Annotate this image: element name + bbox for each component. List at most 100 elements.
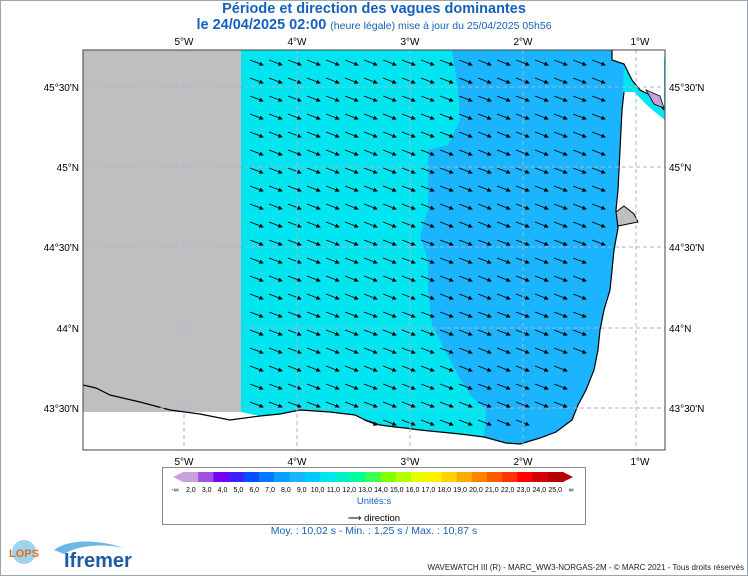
wave-direction-arrow	[363, 167, 378, 174]
wave-direction-arrow	[458, 365, 473, 372]
wave-direction-arrow	[439, 257, 454, 264]
wave-direction-arrow	[287, 347, 302, 354]
wave-direction-arrow	[401, 131, 416, 138]
wave-direction-arrow	[496, 383, 511, 390]
wave-direction-arrow	[420, 203, 435, 210]
sea-period-9-10	[420, 50, 624, 444]
wave-direction-arrow	[401, 419, 416, 426]
wave-direction-arrow	[268, 113, 283, 120]
wave-direction-arrow	[325, 365, 340, 372]
wave-direction-arrow	[458, 293, 473, 300]
ifremer-logo	[54, 541, 124, 554]
wave-direction-arrow	[439, 419, 454, 426]
wave-direction-arrow	[249, 131, 264, 138]
lon-label-bottom: 5°W	[175, 457, 195, 468]
wave-direction-arrow	[477, 203, 492, 210]
wave-direction-arrow	[401, 401, 416, 408]
wave-direction-arrow	[553, 329, 568, 336]
wave-direction-arrow	[363, 113, 378, 120]
legend-tick-label: 6,0	[249, 487, 259, 494]
wave-direction-arrow	[572, 221, 587, 228]
wave-direction-arrow	[287, 383, 302, 390]
legend-tick-label: 24,0	[533, 487, 547, 494]
wave-direction-arrow	[420, 221, 435, 228]
wave-direction-arrow	[477, 365, 492, 372]
wave-direction-arrow	[325, 347, 340, 354]
legend-color-step	[547, 472, 564, 482]
wave-direction-arrow	[382, 275, 397, 282]
wave-direction-arrow	[572, 329, 587, 336]
wave-direction-arrow	[363, 59, 378, 66]
wave-direction-arrow	[496, 131, 511, 138]
wave-direction-arrow	[496, 401, 511, 408]
wave-direction-arrow	[344, 311, 359, 318]
wave-direction-arrow	[401, 293, 416, 300]
legend-tick-label: 17,0	[422, 487, 436, 494]
wave-direction-arrow	[420, 113, 435, 120]
wave-direction-arrow	[534, 185, 549, 192]
wave-direction-arrow	[382, 221, 397, 228]
wave-direction-arrow	[249, 185, 264, 192]
wave-direction-arrow	[534, 347, 549, 354]
wave-direction-arrow	[325, 77, 340, 84]
legend-tick-label: 8,0	[281, 487, 291, 494]
period-stats: Moy. : 10,02 s - Min. : 1,25 s / Max. : …	[270, 525, 478, 537]
wave-direction-arrow	[534, 329, 549, 336]
wave-direction-arrow	[344, 365, 359, 372]
wave-direction-arrow	[553, 149, 568, 156]
wave-direction-arrow	[439, 95, 454, 102]
wave-direction-arrow	[477, 221, 492, 228]
wave-direction-arrow	[382, 365, 397, 372]
wave-direction-arrow	[477, 95, 492, 102]
wave-direction-arrow	[382, 257, 397, 264]
wave-direction-arrow	[325, 59, 340, 66]
wave-direction-arrow	[439, 131, 454, 138]
wave-direction-arrow	[363, 401, 378, 408]
wave-direction-arrow	[249, 311, 264, 318]
wave-direction-arrow	[477, 329, 492, 336]
legend-tick-label: 9,0	[297, 487, 307, 494]
wave-direction-arrow	[534, 77, 549, 84]
wave-direction-arrow	[553, 257, 568, 264]
legend-color-step	[319, 472, 336, 482]
wave-direction-arrow	[458, 185, 473, 192]
wave-direction-arrow	[439, 347, 454, 354]
wave-direction-arrow	[477, 311, 492, 318]
wave-direction-arrow	[515, 275, 530, 282]
wave-direction-arrow	[325, 311, 340, 318]
wave-direction-arrow	[344, 275, 359, 282]
wave-direction-arrow	[325, 95, 340, 102]
wave-direction-arrow	[382, 113, 397, 120]
arrow-icon: ⟶	[347, 513, 362, 524]
wave-direction-arrow	[401, 275, 416, 282]
wave-direction-arrow	[268, 275, 283, 282]
wave-direction-arrow	[344, 59, 359, 66]
wave-direction-arrow	[401, 365, 416, 372]
wave-direction-arrow	[477, 113, 492, 120]
legend-tick-label: 22,0	[501, 487, 515, 494]
wave-direction-arrow	[477, 149, 492, 156]
wave-direction-arrow	[306, 59, 321, 66]
wave-direction-arrow	[458, 419, 473, 426]
gironde-estuary	[645, 89, 665, 109]
legend-tick-label: 3,0	[202, 487, 212, 494]
wave-direction-arrow	[401, 221, 416, 228]
wave-direction-arrow	[401, 77, 416, 84]
wave-direction-arrow	[344, 293, 359, 300]
wave-direction-arrow	[591, 221, 606, 228]
direction-arrows	[249, 59, 606, 426]
color-legend: -∞ 2,0 3,0 4,0 5,0 6,0 7,0 8,0 9,0 10,0 11,0 12,0 13…	[162, 467, 586, 525]
wave-direction-arrow	[344, 221, 359, 228]
no-data-area	[83, 50, 241, 412]
legend-tick-label: 12,0	[342, 487, 356, 494]
wave-direction-arrow	[287, 203, 302, 210]
wave-direction-arrow	[496, 311, 511, 318]
wave-direction-arrow	[572, 275, 587, 282]
wave-direction-arrow	[249, 59, 264, 66]
wave-direction-arrow	[344, 347, 359, 354]
wave-direction-arrow	[401, 185, 416, 192]
svg-text:LOPS: LOPS	[9, 548, 39, 560]
wave-direction-arrow	[572, 149, 587, 156]
wave-direction-arrow	[382, 311, 397, 318]
wave-direction-arrow	[401, 329, 416, 336]
